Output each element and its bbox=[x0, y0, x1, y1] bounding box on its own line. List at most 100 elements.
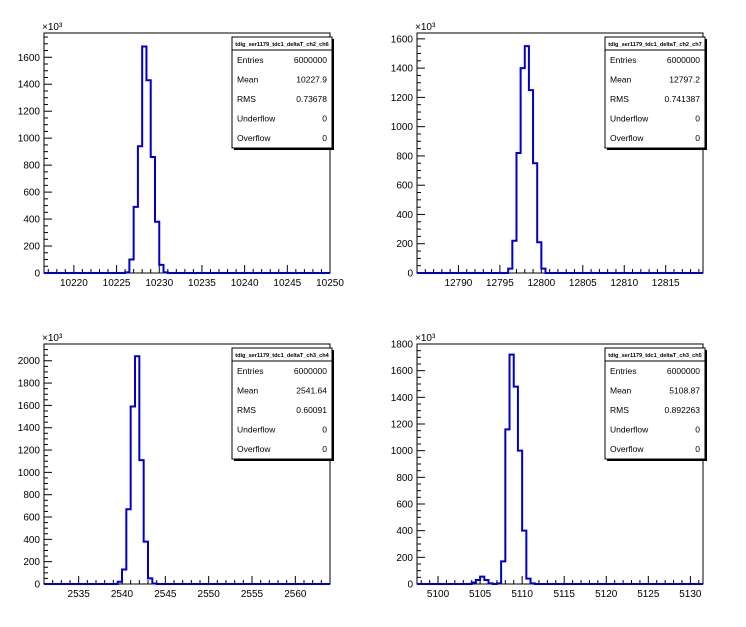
stats-row: Underflow 0 bbox=[237, 114, 327, 124]
stats-value: 0.60091 bbox=[296, 405, 327, 415]
y-exponent-label: ×10³ bbox=[42, 333, 63, 344]
stats-label: RMS bbox=[237, 405, 256, 415]
y-tick-label: 0 bbox=[407, 269, 413, 280]
y-tick-label: 1800 bbox=[18, 379, 41, 390]
histogram-svg: 0 200 400 600 800 1000 1200 1400 1600 12790 12795 1… bbox=[391, 22, 707, 289]
x-tick-label: 5105 bbox=[469, 589, 492, 600]
stats-label: Overflow bbox=[610, 444, 644, 454]
stats-row: Entries 6000000 bbox=[237, 366, 327, 376]
y-tick-label: 1600 bbox=[18, 53, 41, 64]
y-exponent-label: ×10³ bbox=[42, 22, 63, 33]
x-tick-label: 10245 bbox=[273, 278, 301, 289]
x-tick-label: 10225 bbox=[103, 278, 131, 289]
histogram-line bbox=[417, 45, 703, 274]
stats-row: Entries 6000000 bbox=[610, 55, 700, 65]
stats-value: 6000000 bbox=[294, 366, 327, 376]
y-tick-label: 0 bbox=[34, 269, 40, 280]
y-tick-label: 1400 bbox=[18, 423, 41, 434]
y-tick-label: 600 bbox=[396, 500, 413, 511]
stats-value: 0 bbox=[695, 444, 700, 454]
x-tick-label: 10240 bbox=[231, 278, 259, 289]
stats-label: Overflow bbox=[237, 133, 271, 143]
stats-title: tdig_ser1179_tdc1_deltaT_ch2_ch6 bbox=[235, 42, 329, 48]
y-exponent-label: ×10³ bbox=[415, 333, 436, 344]
x-tick-label: 5110 bbox=[511, 589, 533, 600]
stats-label: Mean bbox=[237, 75, 259, 85]
x-tick-label: 5100 bbox=[427, 589, 450, 600]
stats-value: 6000000 bbox=[667, 366, 700, 376]
x-tick-label: 10220 bbox=[60, 278, 88, 289]
x-tick-label: 12790 bbox=[445, 278, 473, 289]
stats-row: RMS 0.741387 bbox=[610, 94, 700, 104]
y-tick-label: 2000 bbox=[18, 356, 41, 367]
x-tick-label: 12810 bbox=[610, 278, 638, 289]
x-tick-label: 12815 bbox=[652, 278, 680, 289]
y-tick-label: 1400 bbox=[18, 80, 41, 91]
y-tick-label: 400 bbox=[23, 535, 40, 546]
histogram-line bbox=[44, 355, 330, 585]
x-tick-label: 5115 bbox=[553, 589, 575, 600]
y-tick-label: 400 bbox=[396, 210, 413, 221]
stats-value: 5108.87 bbox=[669, 386, 700, 396]
y-tick-label: 200 bbox=[396, 239, 413, 250]
histogram-svg: 0 200 400 600 800 1000 1200 1400 1600 10220 10225 1… bbox=[18, 22, 345, 289]
stats-label: Entries bbox=[610, 55, 636, 65]
x-tick-label: 2560 bbox=[284, 589, 307, 600]
y-tick-label: 200 bbox=[23, 242, 40, 253]
stats-value: 0.73678 bbox=[296, 94, 327, 104]
stats-title: tdig_ser1179_tdc1_deltaT_ch2_ch7 bbox=[608, 42, 702, 48]
y-tick-label: 0 bbox=[34, 580, 40, 591]
y-tick-label: 400 bbox=[396, 526, 413, 537]
stats-value: 6000000 bbox=[667, 55, 700, 65]
stats-value: 0 bbox=[322, 114, 327, 124]
y-tick-label: 200 bbox=[396, 553, 413, 564]
stats-row: RMS 0.60091 bbox=[237, 405, 327, 415]
stats-value: 12797.2 bbox=[669, 75, 700, 85]
stats-row: RMS 0.892263 bbox=[610, 405, 700, 415]
stats-row: Entries 6000000 bbox=[237, 55, 327, 65]
stats-row: Mean 5108.87 bbox=[610, 386, 700, 396]
stats-row: Underflow 0 bbox=[237, 425, 327, 435]
stats-label: RMS bbox=[237, 94, 256, 104]
histogram-pad-3: 0 200 400 600 800 1000 1200 1400 1600 1800 2000 253… bbox=[0, 311, 373, 622]
histogram-pad-2: 0 200 400 600 800 1000 1200 1400 1600 12790 12795 1… bbox=[373, 0, 746, 311]
stats-label: Overflow bbox=[237, 444, 271, 454]
y-tick-label: 800 bbox=[23, 490, 40, 501]
x-tick-label: 2550 bbox=[198, 589, 221, 600]
y-tick-label: 1800 bbox=[391, 340, 414, 351]
x-tick-label: 10230 bbox=[145, 278, 173, 289]
stats-label: Underflow bbox=[237, 425, 276, 435]
y-tick-label: 1000 bbox=[18, 468, 41, 479]
y-tick-label: 400 bbox=[23, 215, 40, 226]
stats-box: tdig_ser1179_tdc1_deltaT_ch2_ch6 Entries 6… bbox=[231, 36, 334, 150]
stats-value: 0 bbox=[695, 425, 700, 435]
stats-title: tdig_ser1179_tdc1_deltaT_ch3_ch5 bbox=[608, 353, 702, 359]
x-tick-label: 12795 bbox=[486, 278, 514, 289]
stats-row: Mean 2541.64 bbox=[237, 386, 327, 396]
stats-label: Mean bbox=[237, 386, 259, 396]
y-tick-label: 600 bbox=[23, 188, 40, 199]
stats-title: tdig_ser1179_tdc1_deltaT_ch3_ch4 bbox=[235, 353, 329, 359]
x-tick-label: 10235 bbox=[188, 278, 216, 289]
y-tick-label: 1200 bbox=[18, 107, 41, 118]
histogram-pad-4: 0 200 400 600 800 1000 1200 1400 1600 1800 5100 510… bbox=[373, 311, 746, 622]
stats-value: 0 bbox=[695, 114, 700, 124]
stats-row: Underflow 0 bbox=[610, 114, 700, 124]
stats-row: RMS 0.73678 bbox=[237, 94, 327, 104]
stats-row: Overflow 0 bbox=[237, 444, 327, 454]
stats-value: 0 bbox=[322, 425, 327, 435]
stats-label: RMS bbox=[610, 94, 629, 104]
x-tick-label: 5130 bbox=[679, 589, 702, 600]
stats-label: Entries bbox=[237, 366, 263, 376]
x-tick-label: 2535 bbox=[68, 589, 91, 600]
histogram-svg: 0 200 400 600 800 1000 1200 1400 1600 1800 2000 253… bbox=[18, 333, 334, 600]
stats-box: tdig_ser1179_tdc1_deltaT_ch3_ch5 Entries 6… bbox=[604, 347, 707, 461]
stats-row: Overflow 0 bbox=[610, 444, 700, 454]
x-tick-label: 5125 bbox=[637, 589, 660, 600]
y-tick-label: 0 bbox=[407, 580, 413, 591]
x-tick-label: 10250 bbox=[316, 278, 344, 289]
y-tick-label: 1600 bbox=[18, 401, 41, 412]
x-tick-label: 2555 bbox=[241, 589, 264, 600]
stats-box: tdig_ser1179_tdc1_deltaT_ch2_ch7 Entries 6… bbox=[604, 36, 707, 150]
x-tick-label: 2545 bbox=[154, 589, 177, 600]
